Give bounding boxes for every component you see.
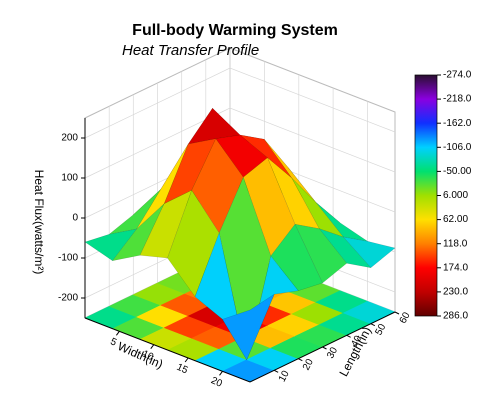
surface-patch (270, 223, 323, 291)
y-tick-label: 20 (301, 357, 316, 372)
y-tick-label: 40 (349, 334, 364, 349)
surface-patch (294, 224, 347, 284)
colorbar-tick-label: 118.0 (443, 238, 468, 249)
colorbar-tick-label: 62.00 (443, 214, 468, 225)
z-tick-label: 0 (72, 213, 78, 224)
z-tick-label: 100 (61, 173, 78, 184)
z-tick-label: -200 (58, 293, 78, 304)
colorbar-tick-label: -218.0 (443, 94, 472, 105)
y-tick-label: 30 (325, 345, 340, 360)
colorbar (414, 74, 438, 317)
y-tick (394, 311, 400, 315)
colorbar-tick-label: 174.0 (443, 262, 468, 273)
x-tick (115, 331, 120, 336)
colorbar-tick-label: 286.0 (443, 311, 468, 322)
z-tick-label: 200 (61, 133, 78, 144)
x-tick (150, 344, 155, 349)
x-tick-label: 5 (109, 336, 119, 348)
colorbar-tick-label: -162.0 (443, 118, 472, 129)
x-tick (219, 371, 223, 376)
y-tick (370, 323, 376, 327)
y-tick-label: 60 (398, 310, 413, 325)
chart-subtitle: Heat Transfer Profile (122, 42, 259, 59)
grid-line (84, 67, 396, 139)
x-tick-label: 15 (175, 362, 190, 377)
x-tick (184, 357, 189, 363)
surface-patch (222, 293, 275, 361)
y-tick-label: 50 (373, 322, 388, 337)
y-tick (346, 334, 351, 338)
colorbar-tick-label: -106.0 (443, 142, 472, 153)
z-tick-label: -100 (58, 253, 78, 264)
colorbar-tick-label: 6.000 (443, 190, 468, 201)
y-tick (273, 369, 279, 373)
colorbar-tick-label: -50.00 (443, 166, 472, 177)
y-tick-label: 10 (277, 369, 292, 384)
colorbar-tick-label: 230.0 (443, 287, 468, 298)
y-tick (298, 358, 303, 362)
chart-title: Full-body Warming System (132, 22, 338, 39)
surface-patch (318, 228, 372, 269)
colorbar-tick-label: -274.0 (443, 70, 472, 81)
z-axis-label: Heat Flux(watts/m²) (32, 170, 46, 275)
y-tick (322, 346, 327, 350)
x-tick-label: 10 (140, 349, 155, 364)
x-tick-label: 20 (209, 375, 224, 390)
surface-patch (342, 236, 396, 268)
axis-line (84, 311, 396, 383)
